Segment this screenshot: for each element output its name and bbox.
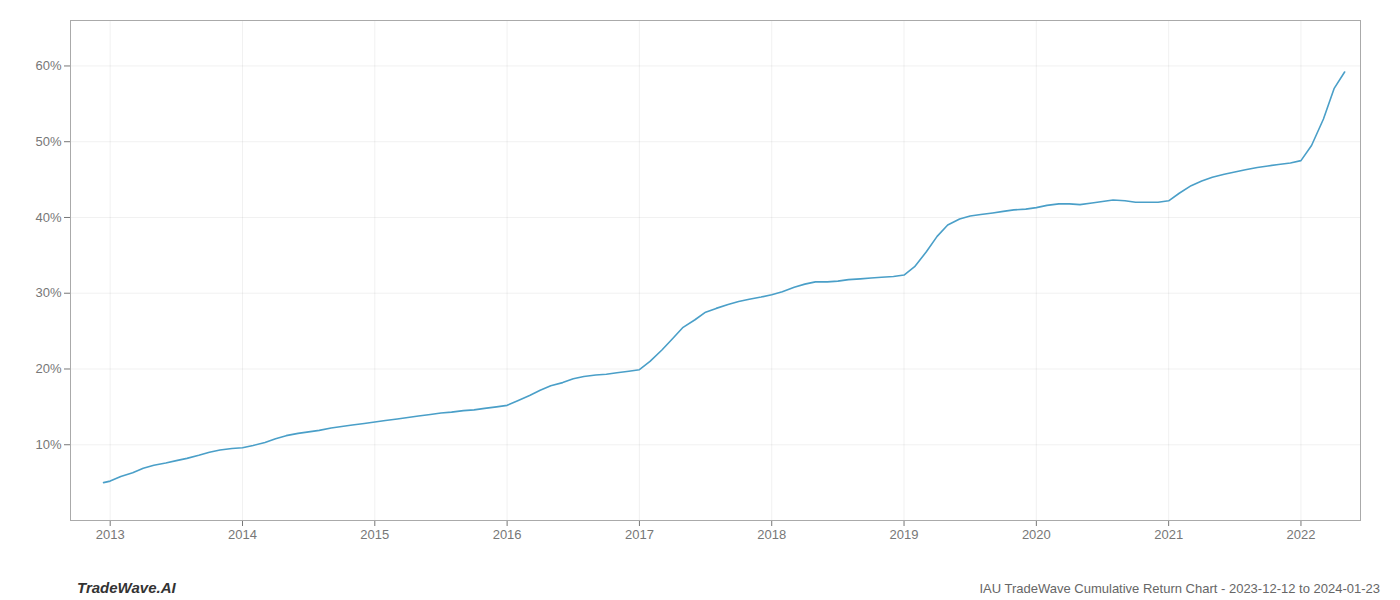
- svg-text:2022: 2022: [1287, 527, 1316, 542]
- svg-text:10%: 10%: [35, 437, 61, 452]
- svg-text:60%: 60%: [35, 58, 61, 73]
- svg-text:2021: 2021: [1154, 527, 1183, 542]
- svg-text:2018: 2018: [757, 527, 786, 542]
- svg-text:2017: 2017: [625, 527, 654, 542]
- svg-text:40%: 40%: [35, 210, 61, 225]
- svg-text:2019: 2019: [890, 527, 919, 542]
- svg-text:2016: 2016: [493, 527, 522, 542]
- html-text:IAU TradeWave Cumulative Retur: IAU TradeWave Cumulative Return Chart - …: [979, 581, 1380, 596]
- svg-text:2014: 2014: [228, 527, 257, 542]
- svg-text:30%: 30%: [35, 285, 61, 300]
- svg-text:20%: 20%: [35, 361, 61, 376]
- svg-text:2020: 2020: [1022, 527, 1051, 542]
- html-text:TradeWave.AI: TradeWave.AI: [77, 579, 176, 596]
- svg-text:50%: 50%: [35, 134, 61, 149]
- svg-text:2015: 2015: [360, 527, 389, 542]
- svg-text:2013: 2013: [96, 527, 125, 542]
